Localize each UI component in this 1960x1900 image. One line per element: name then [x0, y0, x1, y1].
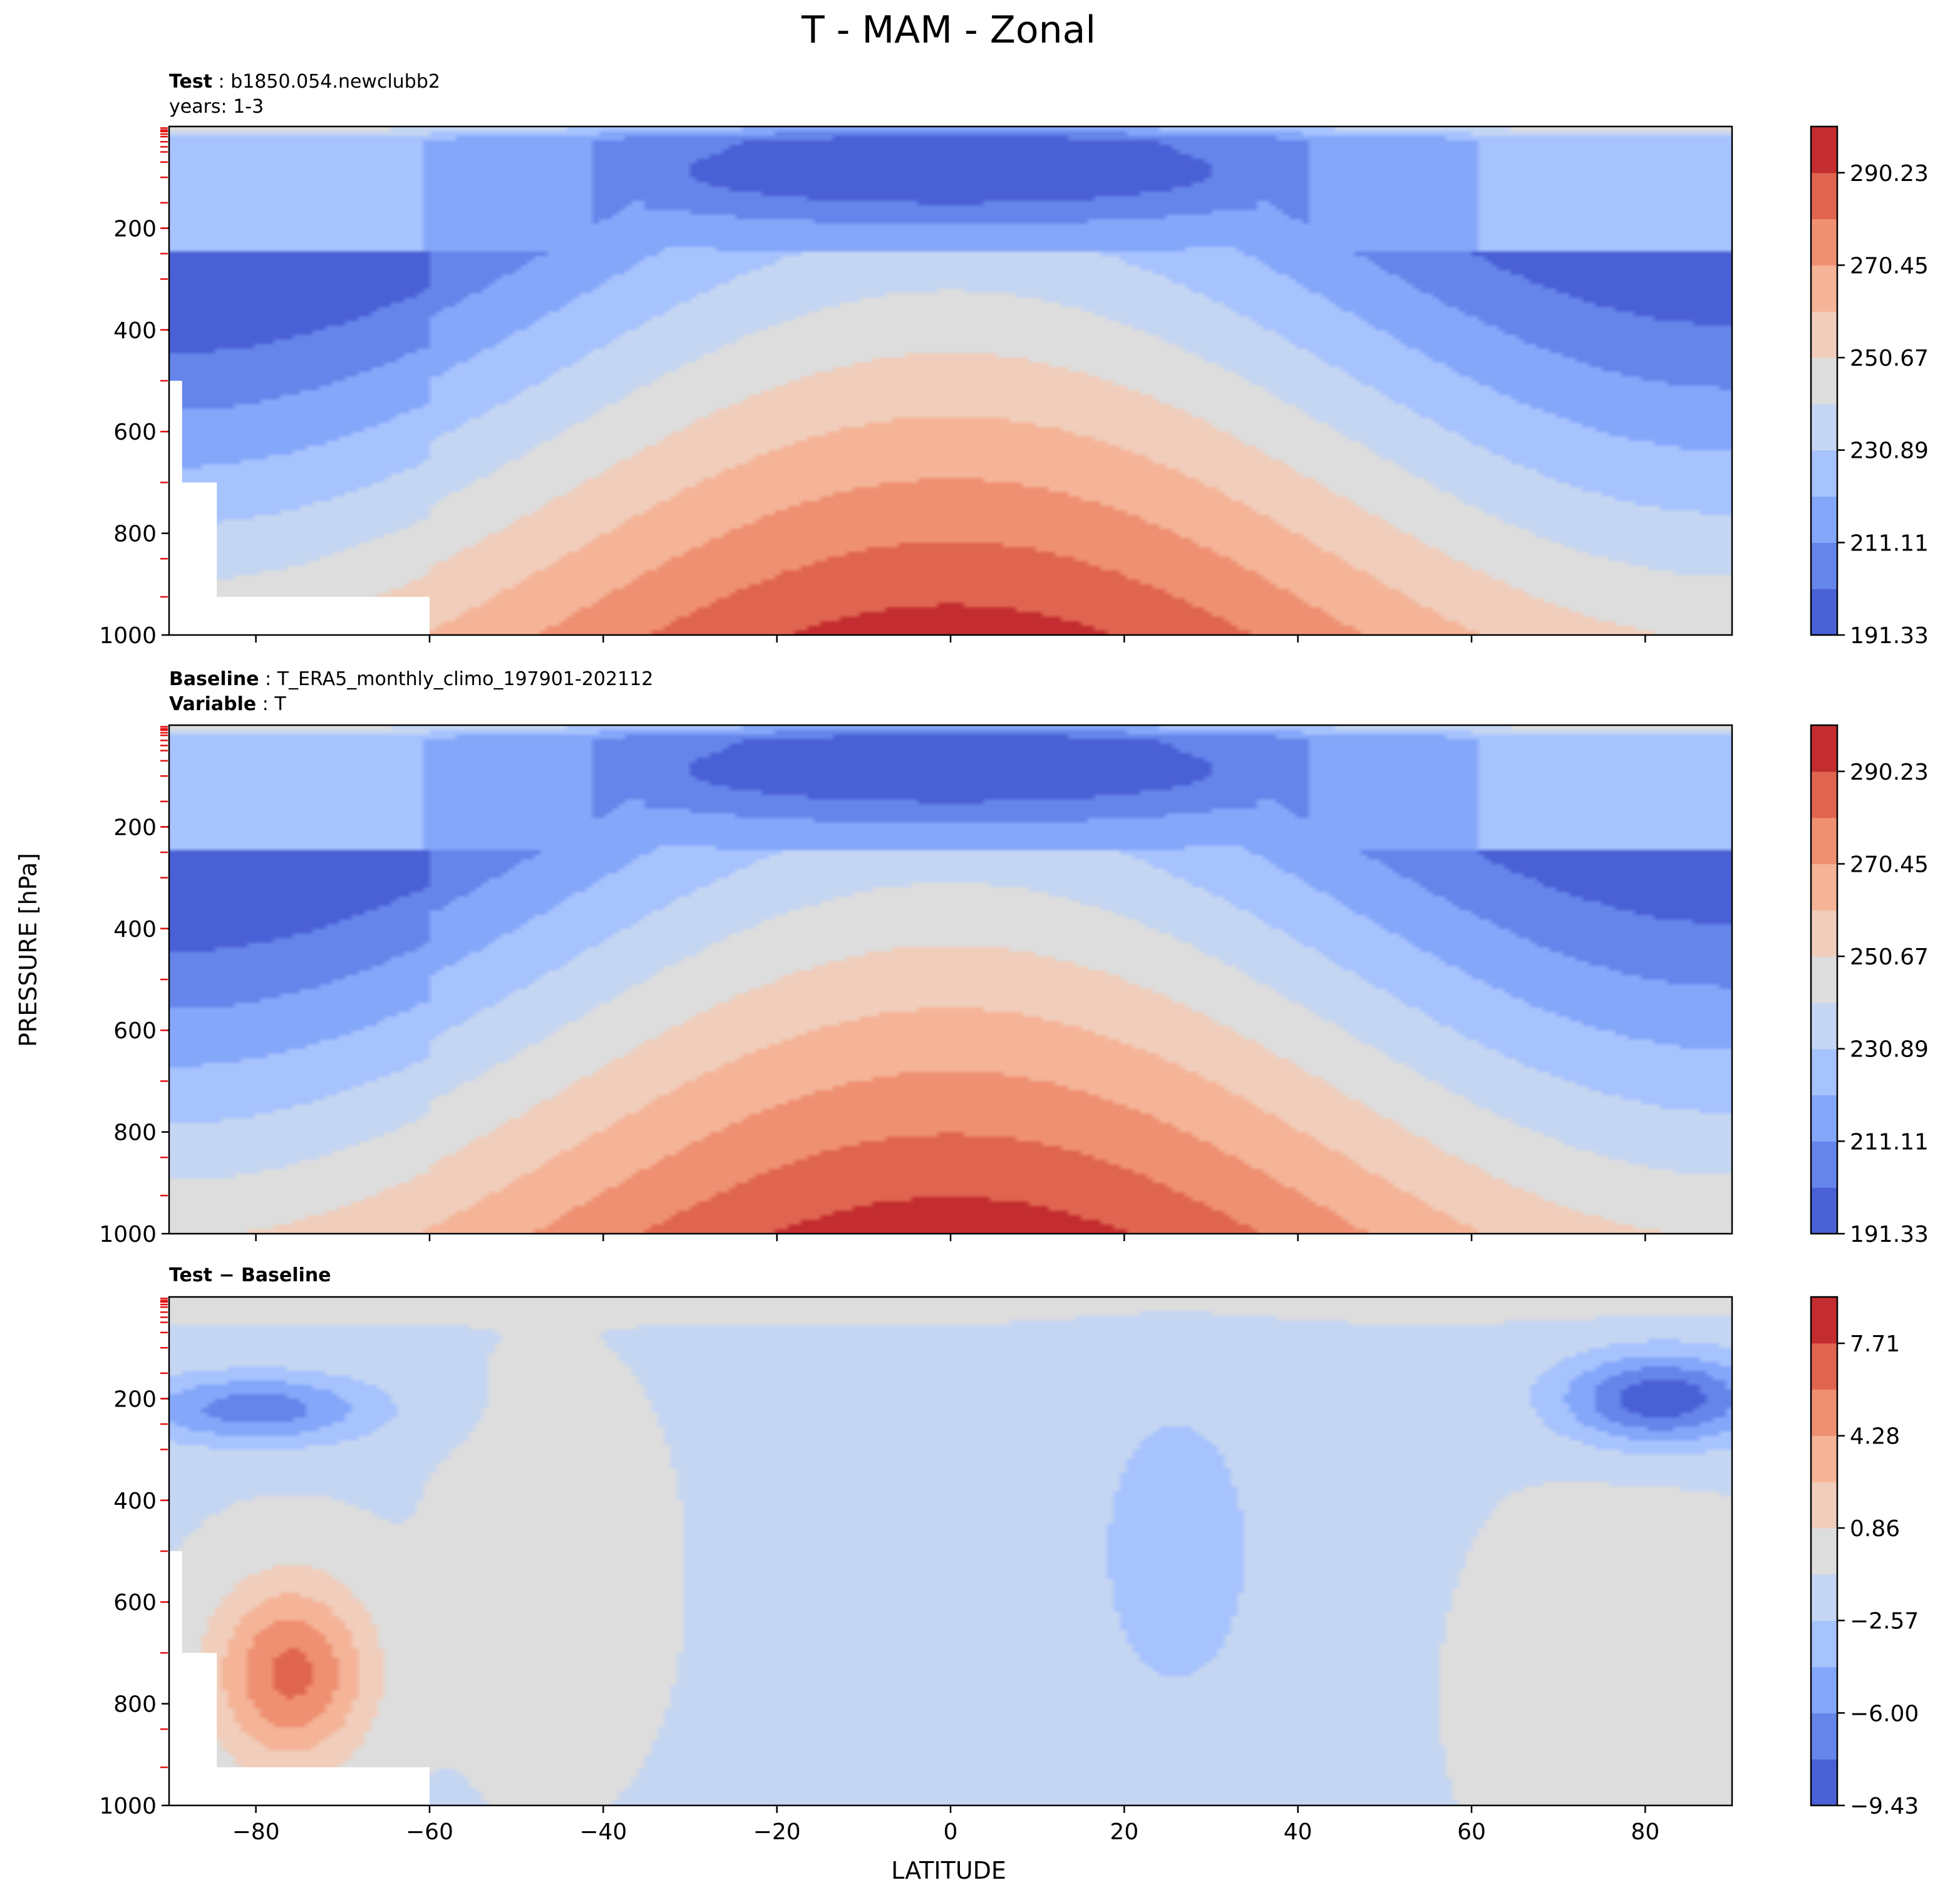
difference-colorbar-band: [1811, 1297, 1837, 1344]
test-colorbar-tick-label: 230.89: [1850, 438, 1929, 464]
difference-colorbar-band: [1811, 1389, 1837, 1436]
test-y-tick-label: 600: [113, 420, 157, 445]
baseline-colorbar-frame: [1810, 724, 1839, 1235]
baseline-colorbar-tick-label: 230.89: [1850, 1037, 1929, 1063]
difference-colorbar-tick-label: 4.28: [1850, 1424, 1900, 1450]
difference-y-tick-label: 1000: [99, 1794, 157, 1819]
test-colorbar-band: [1811, 219, 1837, 266]
test-terrain-mask: [169, 381, 430, 635]
baseline-contour-field: [169, 725, 1732, 1234]
difference-colorbar-tick-label: −9.43: [1850, 1794, 1919, 1819]
test-panel: Test : b1850.054.newclubb2 years: 1-3: [169, 71, 440, 118]
baseline-colorbar-tick-label: 211.11: [1850, 1129, 1929, 1155]
baseline-colorbar-band: [1811, 771, 1837, 818]
test-y-tick-label: 800: [113, 522, 157, 547]
difference-colorbar-tick-label: −2.57: [1850, 1609, 1919, 1634]
x-tick-label: −60: [406, 1819, 453, 1845]
test-colorbar-tick-label: 211.11: [1850, 530, 1929, 556]
baseline-colorbar-band: [1811, 1048, 1837, 1096]
test-info-line-1: Test : b1850.054.newclubb2: [169, 71, 440, 93]
baseline-y-tick-label: 200: [113, 815, 157, 840]
test-colorbar-band: [1811, 403, 1837, 451]
difference-colorbar-band: [1811, 1713, 1837, 1760]
difference-colorbar-frame: [1810, 1296, 1839, 1807]
x-tick-label: 0: [944, 1819, 958, 1845]
test-colorbar-band: [1811, 589, 1837, 636]
test-y-tick-label: 400: [113, 318, 157, 344]
test-colorbar-band: [1811, 358, 1837, 405]
x-tick-label: −40: [579, 1819, 627, 1845]
baseline-colorbar-band: [1811, 1187, 1837, 1234]
figure-title: T - MAM - Zonal: [801, 8, 1096, 52]
x-tick-label: 60: [1457, 1819, 1486, 1845]
difference-colorbar-tick-label: 0.86: [1850, 1516, 1900, 1542]
test-colorbar-band: [1811, 542, 1837, 589]
difference-colorbar-band: [1811, 1343, 1837, 1390]
difference-panel: Test − Baseline: [169, 1264, 331, 1286]
test-colorbar-band: [1811, 311, 1837, 358]
x-tick-label: 40: [1284, 1819, 1313, 1845]
test-colorbar-frame: [1810, 125, 1839, 636]
test-contour-field: [169, 126, 1732, 635]
test-colorbar-tick-label: 250.67: [1850, 346, 1929, 371]
baseline-colorbar-band: [1811, 1095, 1837, 1142]
x-tick-label: 80: [1631, 1819, 1659, 1845]
baseline-info-line-2: Variable : T: [169, 693, 286, 715]
difference-y-tick-label: 200: [113, 1386, 157, 1412]
difference-colorbar-tick-label: 7.71: [1850, 1331, 1900, 1357]
baseline-colorbar-band: [1811, 725, 1837, 772]
x-tick-label: −80: [232, 1819, 280, 1845]
difference-colorbar-band: [1811, 1528, 1837, 1575]
difference-terrain-mask: [169, 1551, 430, 1805]
test-colorbar-band: [1811, 126, 1837, 173]
difference-y-tick-label: 800: [113, 1692, 157, 1718]
test-y-tick-label: 200: [113, 216, 157, 242]
test-colorbar-band: [1811, 265, 1837, 312]
baseline-colorbar-band: [1811, 1002, 1837, 1050]
difference-colorbar-band: [1811, 1482, 1837, 1529]
baseline-colorbar-band: [1811, 910, 1837, 957]
test-colorbar-tick-label: 191.33: [1850, 623, 1929, 649]
y-axis-label: PRESSURE [hPa]: [14, 853, 42, 1047]
baseline-colorbar-tick-label: 250.67: [1850, 944, 1929, 970]
x-axis-label: LATITUDE: [891, 1857, 1006, 1884]
x-tick-label: 20: [1110, 1819, 1138, 1845]
difference-colorbar-tick-label: −6.00: [1850, 1701, 1919, 1727]
difference-contour-field: [169, 1297, 1732, 1805]
x-tick-label: −20: [753, 1819, 801, 1845]
difference-info-line-1: Test − Baseline: [169, 1264, 331, 1286]
baseline-colorbar-tick-label: 270.45: [1850, 852, 1929, 877]
baseline-y-tick-label: 400: [113, 917, 157, 942]
baseline-colorbar-band: [1811, 817, 1837, 864]
difference-y-tick-label: 400: [113, 1489, 157, 1514]
test-y-tick-label: 1000: [99, 623, 157, 649]
test-colorbar-band: [1811, 172, 1837, 220]
difference-colorbar-band: [1811, 1759, 1837, 1806]
test-info-line-2: years: 1-3: [169, 96, 264, 118]
difference-colorbar-band: [1811, 1666, 1837, 1713]
baseline-info-line-1: Baseline : T_ERA5_monthly_climo_197901-2…: [169, 668, 653, 690]
test-colorbar-band: [1811, 450, 1837, 497]
baseline-colorbar-tick-label: 290.23: [1850, 760, 1929, 785]
difference-y-tick-label: 600: [113, 1590, 157, 1616]
test-colorbar-tick-label: 270.45: [1850, 253, 1929, 279]
baseline-y-tick-label: 1000: [99, 1222, 157, 1247]
baseline-colorbar-band: [1811, 956, 1837, 1003]
baseline-y-tick-label: 600: [113, 1018, 157, 1044]
difference-colorbar-band: [1811, 1620, 1837, 1668]
difference-colorbar-band: [1811, 1574, 1837, 1621]
test-colorbar-tick-label: 290.23: [1850, 161, 1929, 187]
baseline-colorbar-tick-label: 191.33: [1850, 1222, 1929, 1247]
test-colorbar-band: [1811, 496, 1837, 543]
baseline-colorbar-band: [1811, 864, 1837, 911]
baseline-y-tick-label: 800: [113, 1120, 157, 1146]
baseline-panel: Baseline : T_ERA5_monthly_climo_197901-2…: [169, 668, 653, 715]
difference-colorbar-band: [1811, 1435, 1837, 1482]
baseline-colorbar-band: [1811, 1141, 1837, 1188]
